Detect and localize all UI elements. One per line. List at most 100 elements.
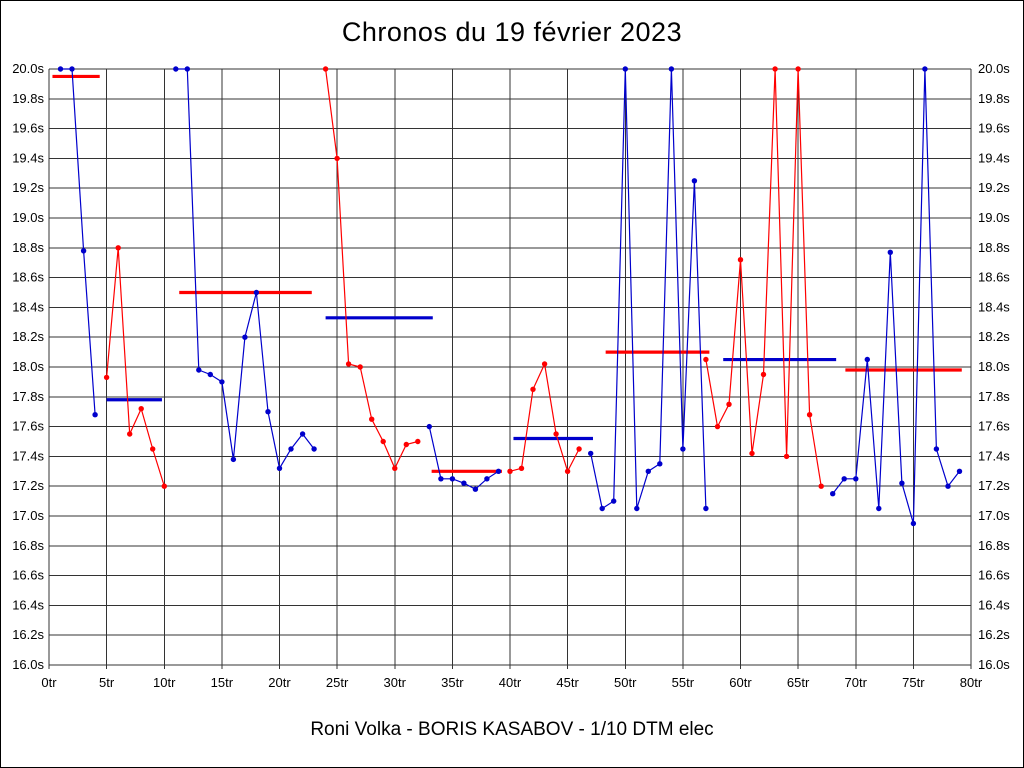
lap-data-point	[553, 431, 559, 437]
y-axis-label-right: 16.6s	[978, 568, 1010, 583]
lap-data-point	[345, 361, 352, 367]
lap-data-point	[887, 249, 893, 255]
lap-data-point	[760, 371, 767, 378]
lap-data-point	[207, 371, 213, 378]
lap-data-point	[611, 498, 617, 504]
lap-data-point	[864, 356, 870, 363]
lap-data-point	[415, 438, 421, 445]
lap-data-point	[795, 66, 801, 72]
y-axis-label-left: 20.0s	[12, 61, 44, 76]
lap-data-point	[472, 486, 479, 492]
y-axis-label-right: 19.4s	[978, 150, 1010, 165]
lap-data-point	[150, 446, 156, 452]
x-axis-label: 70tr	[845, 675, 868, 690]
y-axis-label-left: 18.4s	[12, 299, 44, 314]
lap-data-point	[588, 450, 594, 457]
lap-data-point	[772, 66, 778, 72]
lap-data-point	[680, 446, 686, 452]
lap-data-point	[530, 386, 536, 392]
lap-data-point	[518, 465, 525, 471]
lap-data-point	[910, 520, 917, 527]
y-axis-label-right: 16.8s	[978, 538, 1010, 553]
lap-data-point	[714, 423, 721, 430]
lap-data-point	[933, 446, 940, 452]
axis-labels: 16.0s 16.0s 16.2s 16.2s 16.4s 16.4s 16.6s 16.6s…	[12, 61, 1010, 690]
lap-data-point	[115, 245, 121, 251]
y-axis-label-left: 18.2s	[12, 329, 44, 344]
lap-data-point	[783, 453, 790, 460]
lap-data-point	[438, 476, 444, 482]
y-axis-label-right: 19.0s	[978, 210, 1010, 225]
lap-data-point	[484, 476, 490, 482]
lap-data-point	[818, 483, 824, 489]
lap-data-point	[357, 364, 363, 370]
y-axis-label-right: 19.6s	[978, 121, 1010, 136]
y-axis-label-left: 16.2s	[12, 627, 44, 642]
lap-data-point	[80, 248, 87, 254]
x-axis-label: 45tr	[556, 675, 579, 690]
lap-data-point	[138, 406, 144, 412]
x-axis-label: 55tr	[672, 675, 695, 690]
x-axis-label: 20tr	[268, 675, 291, 690]
lap-data-point	[461, 480, 467, 486]
y-axis-label-right: 18.0s	[978, 359, 1010, 374]
lap-data-point	[230, 456, 237, 463]
lap-data-point	[599, 505, 605, 512]
lap-data-point	[541, 361, 548, 367]
y-axis-label-right: 19.2s	[978, 180, 1010, 195]
y-axis-label-left: 16.0s	[12, 657, 44, 672]
series-red-driver	[103, 66, 824, 489]
y-axis-label-left: 17.2s	[12, 478, 44, 493]
lap-data-point	[691, 178, 698, 184]
lap-data-point	[334, 155, 340, 162]
y-axis-label-right: 16.4s	[978, 597, 1010, 612]
lap-data-point	[92, 412, 98, 418]
lap-data-point	[69, 66, 75, 72]
stint-line	[60, 68, 96, 415]
y-axis-label-right: 17.4s	[978, 448, 1010, 463]
y-axis-label-left: 19.4s	[12, 150, 44, 165]
lap-data-point	[945, 483, 951, 489]
lap-data-point	[922, 66, 928, 72]
lap-data-point	[219, 379, 225, 385]
lap-data-point	[426, 423, 432, 430]
stint-line	[832, 68, 960, 524]
y-axis-label-right: 16.0s	[978, 657, 1010, 672]
lap-data-point	[196, 367, 202, 373]
x-axis-label: 10tr	[153, 675, 176, 690]
lap-data-point	[288, 446, 294, 452]
lap-data-point	[622, 66, 628, 72]
y-axis-label-left: 17.8s	[12, 389, 44, 404]
lap-data-point	[253, 289, 260, 296]
lap-data-point	[322, 66, 329, 72]
stint-line	[106, 247, 165, 487]
y-axis-label-right: 17.2s	[978, 478, 1010, 493]
stint-line	[590, 68, 707, 510]
y-axis-label-left: 19.2s	[12, 180, 44, 195]
lap-data-point	[495, 468, 502, 474]
lap-data-point	[265, 409, 271, 415]
lap-data-point	[184, 66, 190, 72]
x-axis-label: 35tr	[441, 675, 464, 690]
series-blue-driver	[57, 66, 963, 527]
y-axis-label-left: 16.6s	[12, 568, 44, 583]
x-axis-label: 0tr	[41, 675, 57, 690]
lap-data-point	[380, 438, 386, 445]
x-axis-label: 5tr	[99, 675, 115, 690]
lap-data-point	[841, 476, 847, 482]
chart-title: Chronos du 19 février 2023	[341, 17, 683, 47]
lap-data-point	[726, 401, 732, 407]
x-axis-label: 65tr	[787, 675, 810, 690]
y-axis-label-left: 16.8s	[12, 538, 44, 553]
x-axis-label: 40tr	[499, 675, 522, 690]
lap-data-point	[242, 334, 248, 340]
y-axis-label-left: 16.4s	[12, 597, 44, 612]
stint-line	[509, 361, 580, 473]
x-axis-label: 50tr	[614, 675, 637, 690]
lap-data-point	[173, 66, 179, 72]
lap-data-point	[276, 465, 283, 471]
y-axis-label-left: 18.0s	[12, 359, 44, 374]
lap-data-point	[737, 257, 744, 263]
stint-average-lines	[52, 74, 962, 473]
